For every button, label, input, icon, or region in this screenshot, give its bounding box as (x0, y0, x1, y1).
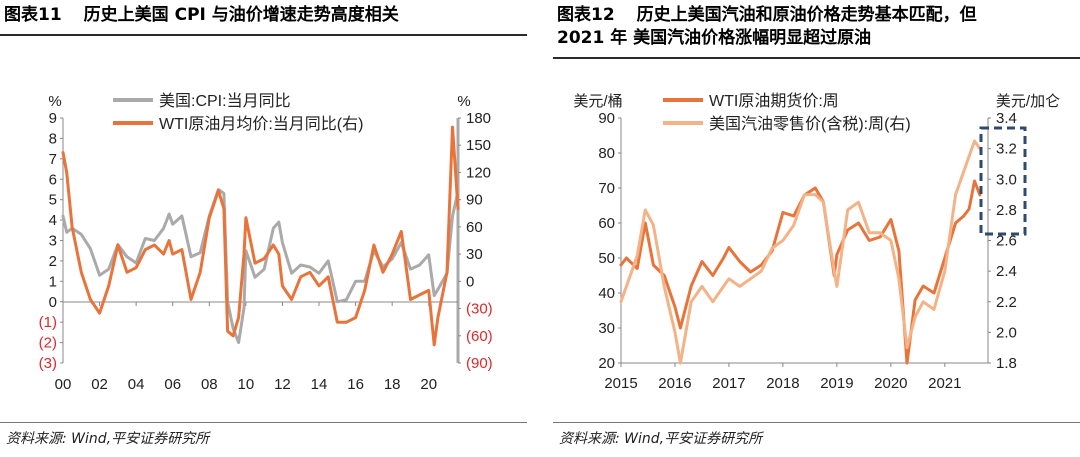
y-left-tick-label: 8 (49, 130, 57, 147)
y-left-tick-label: 20 (598, 355, 615, 372)
y-right-tick-label: 2.0 (996, 324, 1017, 341)
y-left-tick-label: 60 (598, 215, 615, 232)
y-right-tick-label: 120 (466, 164, 491, 181)
y-left-tick-label: 50 (598, 250, 615, 267)
highlight-box-2021 (979, 126, 1027, 236)
source-note: 资料来源: Wind,平安证券研究所 (559, 431, 763, 447)
x-tick-label: 14 (311, 376, 328, 393)
figure-title: 图表11 历史上美国 CPI 与油价增速走势高度相关 (4, 4, 399, 27)
x-tick-label: 2018 (766, 375, 799, 392)
x-tick-label: 2017 (712, 375, 745, 392)
series-line-1 (619, 179, 982, 365)
y-left-tick-label: (3) (39, 355, 57, 372)
y-left-unit: % (48, 93, 61, 110)
y-right-tick-label: 3.0 (996, 171, 1017, 188)
y-left-tick-label: 0 (49, 294, 57, 311)
x-tick-label: 2016 (658, 375, 691, 392)
x-tick-label: 08 (201, 376, 218, 393)
figure-title: 图表12 历史上美国汽油和原油价格走势基本匹配，但 2021 年 美国汽油价格涨幅… (557, 4, 1077, 50)
y-right-tick-label: (60) (466, 328, 493, 345)
x-tick-label: 04 (128, 376, 145, 393)
y-right-tick-label: 1.8 (996, 355, 1017, 372)
source-rule (0, 422, 527, 423)
figure-11: 图表11 历史上美国 CPI 与油价增速走势高度相关 9 8 7 6 5 4 3 2 1 0 (1)(… (0, 0, 527, 457)
gasoline-crude-chart: 90 80 70 60 50 40 30 20 3.4 3.2 3.0 2.8 2.6 2.4 2.2 2.0… (573, 92, 1060, 392)
y-left-tick-label: 9 (49, 110, 57, 127)
y-right-tick-label: 2.2 (996, 294, 1017, 311)
source-note: 资料来源: Wind,平安证券研究所 (6, 431, 210, 447)
y-left-tick-label: (2) (39, 335, 57, 352)
y-left-tick-label: 1 (49, 273, 57, 290)
legend-label-2: 美国汽油零售价(含税):周(右) (709, 115, 911, 133)
y-left-tick-label: 90 (598, 110, 615, 127)
x-tick-label: 2021 (928, 375, 961, 392)
y-right-tick-label: 3.2 (996, 141, 1017, 158)
y-left-tick-label: 30 (598, 320, 615, 337)
x-tick-label: 00 (55, 376, 72, 393)
y-left-unit: 美元/桶 (573, 93, 622, 110)
y-right-tick-label: 2.8 (996, 202, 1017, 219)
x-tick-label: 2019 (820, 375, 853, 392)
x-tick-label: 2015 (604, 375, 637, 392)
y-right-tick-label: 30 (466, 246, 483, 263)
y-right-tick-label: 2.4 (996, 263, 1017, 280)
x-tick-label: 06 (164, 376, 181, 393)
x-tick-label: 10 (238, 376, 255, 393)
y-right-tick-label: 3.4 (996, 110, 1017, 127)
y-right-tick-label: (90) (466, 355, 493, 372)
y-left-tick-label: 2 (49, 253, 57, 270)
y-right-tick-label: 90 (466, 192, 483, 209)
title-rule (0, 34, 527, 36)
y-left-tick-label: 5 (49, 192, 57, 209)
y-left-tick-label: 40 (598, 285, 615, 302)
y-left-tick-label: 3 (49, 233, 57, 250)
x-tick-label: 20 (420, 376, 437, 393)
legend-label-1: WTI原油期货价:周 (709, 92, 839, 110)
series-line-1 (61, 188, 460, 345)
x-tick-label: 2020 (874, 375, 907, 392)
y-left-tick-label: (1) (39, 314, 57, 331)
legend-label-2: WTI原油月均价:当月同比(右) (159, 115, 363, 133)
x-tick-label: 12 (274, 376, 291, 393)
y-right-tick-label: 2.6 (996, 233, 1017, 250)
x-tick-label: 02 (91, 376, 108, 393)
y-right-tick-label: 180 (466, 110, 491, 127)
cpi-wti-chart: 9876543210(1)(2)(3)1801501209060300(30)(… (39, 92, 493, 393)
title-rule (553, 57, 1080, 59)
figure-number: 图表12 (557, 5, 615, 25)
y-left-tick-label: 70 (598, 180, 615, 197)
y-right-tick-label: (30) (466, 301, 493, 318)
y-left-tick-label: 80 (598, 145, 615, 162)
y-left-tick-label: 4 (49, 212, 57, 229)
series-line-2 (619, 139, 982, 365)
y-right-tick-label: 0 (466, 273, 474, 290)
y-right-tick-label: 60 (466, 219, 483, 236)
legend-label-1: 美国:CPI:当月同比 (159, 92, 291, 110)
figure-title-text: 历史上美国汽油和原油价格走势基本匹配，但 2021 年 美国汽油价格涨幅明显超过… (557, 5, 977, 48)
series-line-2 (61, 125, 460, 347)
x-tick-label: 18 (384, 376, 401, 393)
y-left-tick-label: 6 (49, 171, 57, 188)
source-rule (553, 422, 1080, 423)
y-right-tick-label: 150 (466, 137, 491, 154)
figure-number: 图表11 (4, 5, 62, 25)
y-right-unit: 美元/加仑 (996, 93, 1060, 110)
x-tick-label: 16 (347, 376, 364, 393)
figure-12: 图表12 历史上美国汽油和原油价格走势基本匹配，但 2021 年 美国汽油价格涨幅… (553, 0, 1080, 457)
figure-title-text: 历史上美国 CPI 与油价增速走势高度相关 (83, 5, 399, 25)
y-left-tick-label: 7 (49, 151, 57, 168)
y-right-unit: % (457, 93, 470, 110)
